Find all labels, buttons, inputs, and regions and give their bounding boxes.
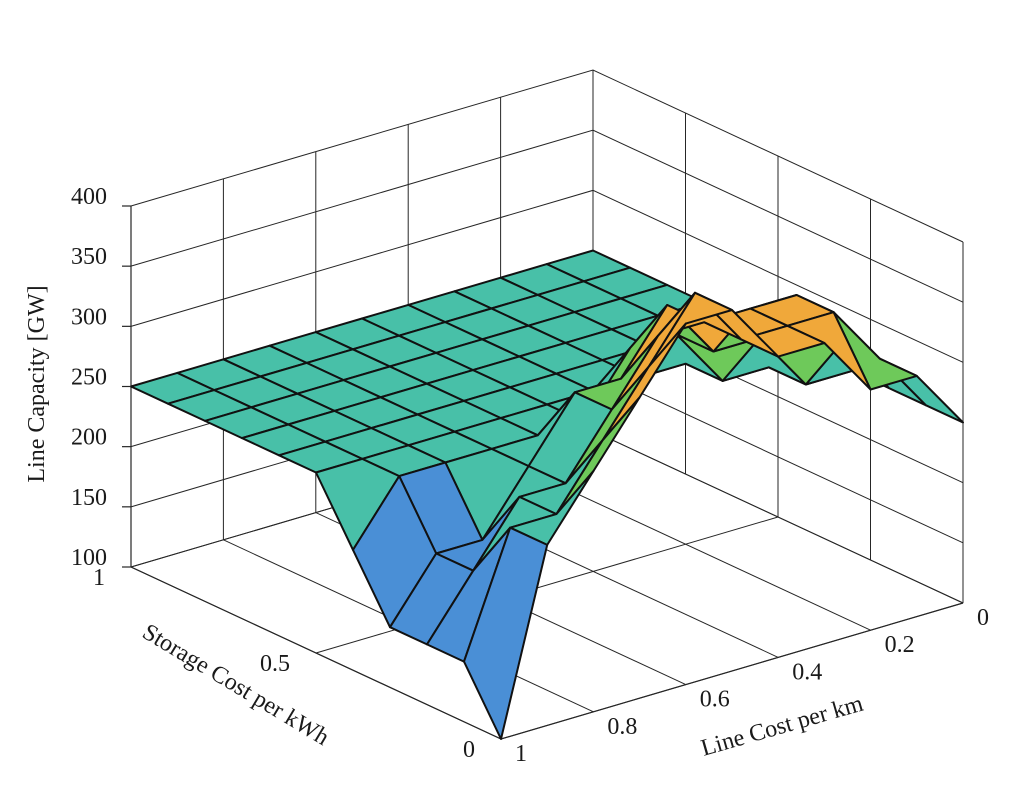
z-tick-label: 300 xyxy=(71,304,107,330)
z-axis-label: Line Capacity [GW] xyxy=(24,285,50,482)
y-tick-label: 1 xyxy=(93,565,105,591)
x-tick-label: 0 xyxy=(977,605,989,631)
z-tick-label: 150 xyxy=(71,485,107,511)
y-tick-label: 0 xyxy=(463,737,475,763)
y-tick-label: 0.5 xyxy=(260,651,290,677)
x-tick-label: 0.4 xyxy=(792,659,822,685)
x-tick-label: 0.2 xyxy=(885,632,915,658)
grid-line xyxy=(315,516,779,654)
z-tick-label: 200 xyxy=(71,425,107,451)
x-tick-label: 0.6 xyxy=(700,687,730,713)
x-tick-label: 1 xyxy=(515,741,527,767)
z-tick-label: 100 xyxy=(71,545,107,571)
tick-labels: 100 150 200 250 300 350 400 0 0.5 1 0 0.2 0.4 0.6 0.8 1 xyxy=(71,184,989,767)
z-tick-label: 350 xyxy=(71,244,107,270)
z-tick-label: 250 xyxy=(71,365,107,391)
grid-line xyxy=(130,69,964,243)
y-axis-label: Storage Cost per kWh xyxy=(138,619,334,751)
z-tick-label: 400 xyxy=(71,184,107,210)
surface-cell xyxy=(463,526,549,740)
x-tick-label: 0.8 xyxy=(607,714,637,740)
x-axis-line xyxy=(500,602,964,740)
surface-plot xyxy=(130,249,964,740)
y-axis-line xyxy=(130,566,502,740)
